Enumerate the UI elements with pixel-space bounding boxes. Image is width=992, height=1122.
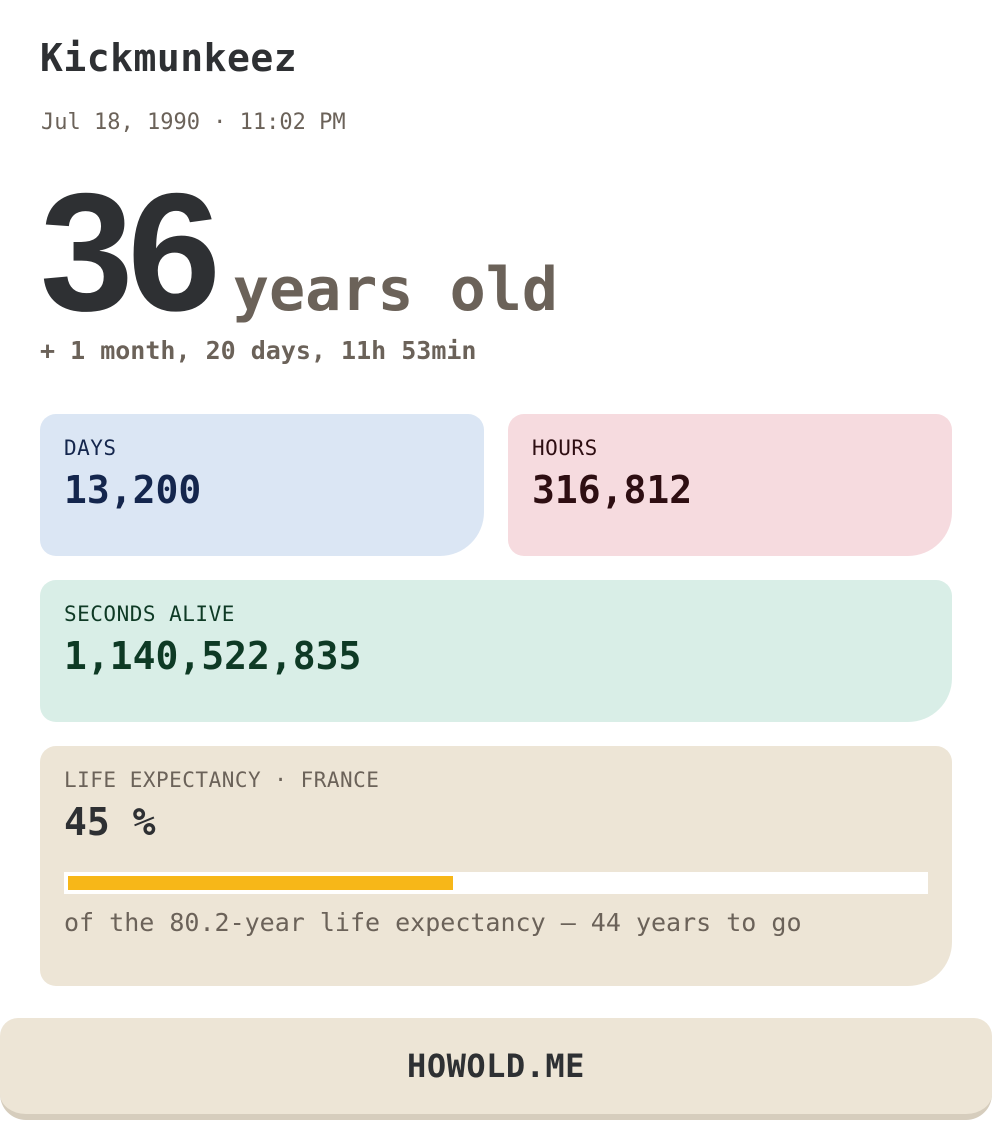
days-card: DAYS 13,200 — [40, 414, 484, 556]
life-progress-fill — [68, 876, 453, 890]
age-years: 36 — [40, 158, 221, 346]
life-expectancy-percent: 45 % — [64, 800, 156, 844]
hours-card: HOURS 316,812 — [508, 414, 952, 556]
life-expectancy-label: LIFE EXPECTANCY · FRANCE — [64, 768, 380, 792]
footer[interactable]: HOWOLD.ME — [0, 1018, 992, 1120]
hours-value: 316,812 — [532, 468, 693, 512]
birth-datetime: Jul 18, 1990 · 11:02 PM — [41, 110, 346, 135]
life-progress-bar — [64, 872, 928, 894]
seconds-card: SECONDS ALIVE 1,140,522,835 — [40, 580, 952, 722]
life-expectancy-card: LIFE EXPECTANCY · FRANCE 45 % of the 80.… — [40, 746, 952, 986]
seconds-label: SECONDS ALIVE — [64, 602, 235, 626]
age-extra: + 1 month, 20 days, 11h 53min — [40, 336, 477, 365]
life-expectancy-note: of the 80.2-year life expectancy — 44 ye… — [64, 908, 802, 937]
days-label: DAYS — [64, 436, 117, 460]
age-unit: years old — [232, 255, 558, 325]
age-display: 36 years old — [40, 168, 558, 336]
profile-name: Kickmunkeez — [40, 36, 298, 80]
hours-label: HOURS — [532, 436, 598, 460]
days-value: 13,200 — [64, 468, 202, 512]
brand-link[interactable]: HOWOLD.ME — [407, 1047, 585, 1085]
seconds-value: 1,140,522,835 — [64, 634, 362, 678]
